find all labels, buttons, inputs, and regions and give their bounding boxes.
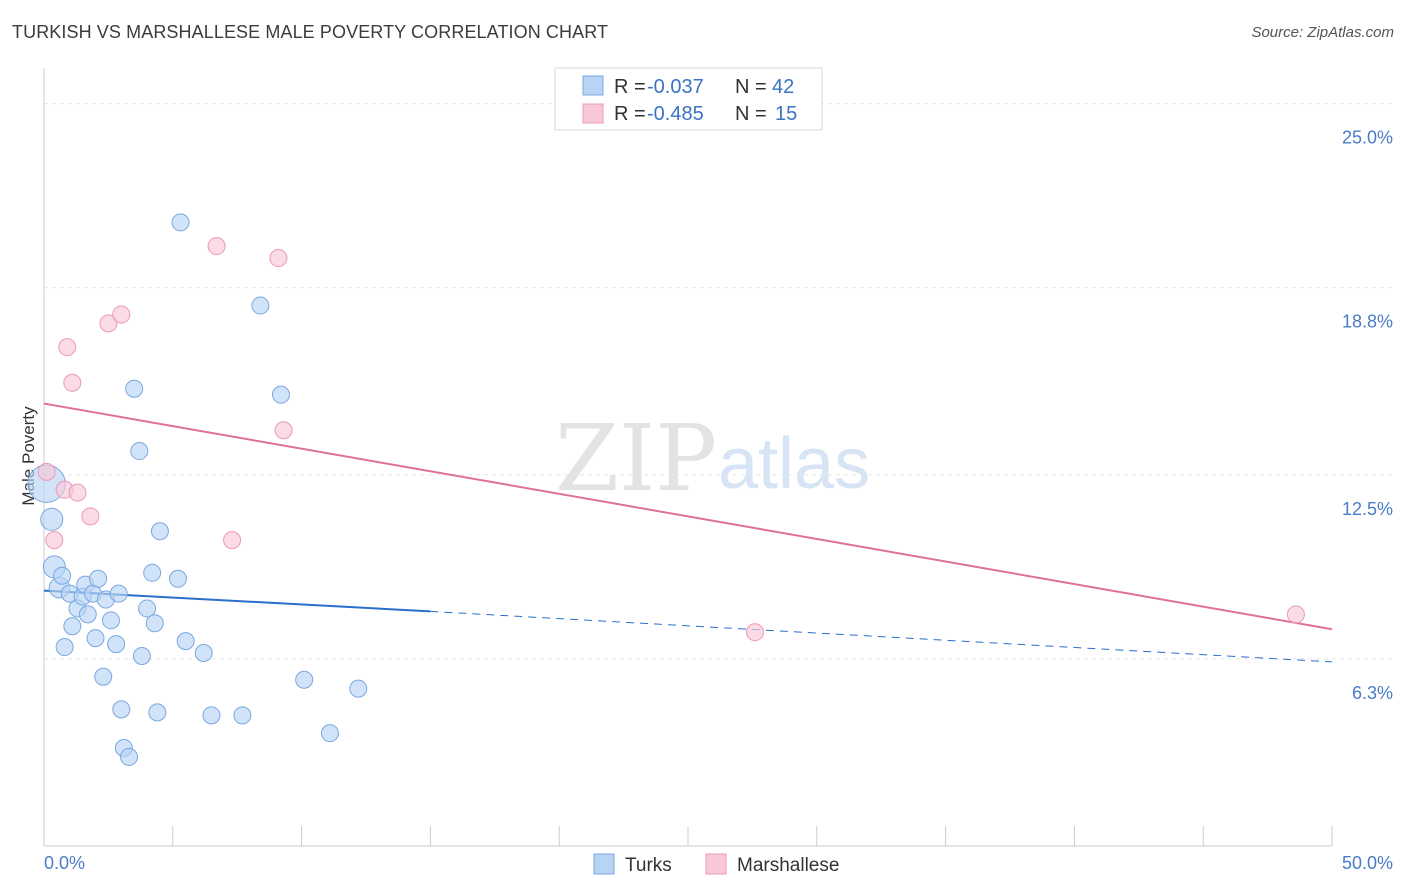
point-turks-19 [109, 584, 128, 603]
legend-marsh-r-label: R = [614, 103, 646, 125]
y-tick-labels: 6.3% 12.5% 18.8% 25.0% [1342, 128, 1393, 703]
chart-title: TURKISH VS MARSHALLESE MALE POVERTY CORR… [12, 22, 609, 42]
point-marshallese-4 [63, 373, 82, 392]
point-turks-7 [63, 617, 82, 636]
point-marshallese-3 [58, 338, 77, 357]
point-turks-34 [194, 643, 213, 662]
point-turks-32 [171, 213, 190, 232]
legend-turks-n-label: N = [735, 76, 767, 98]
point-turks-26 [138, 599, 157, 618]
point-marshallese-1 [45, 531, 64, 550]
point-turks-31 [168, 569, 187, 588]
trend-line-turks-extension [430, 610, 1333, 663]
point-turks-22 [120, 747, 139, 766]
point-turks-29 [148, 703, 167, 722]
legend-marsh-n-value: 15 [775, 103, 797, 125]
legend-marsh-r-value: -0.485 [647, 103, 704, 125]
watermark-atlas: atlas [718, 424, 870, 504]
point-turks-14 [89, 569, 108, 588]
legend-turks-r-value: -0.037 [647, 76, 704, 98]
y-tick-label-3: 25.0% [1342, 128, 1393, 148]
y-tick-label-0: 6.3% [1352, 683, 1393, 703]
point-turks-39 [295, 670, 314, 689]
point-turks-38 [271, 385, 290, 404]
point-marshallese-9 [207, 237, 226, 256]
legend-turks-r-label: R = [614, 76, 646, 98]
point-turks-40 [320, 724, 339, 743]
point-turks-11 [78, 605, 97, 624]
correlation-legend: R = -0.037 N = 42 R = -0.485 N = 15 [554, 67, 823, 131]
point-marshallese-0 [37, 462, 56, 481]
y-tick-label-2: 18.8% [1342, 312, 1393, 332]
point-turks-30 [150, 522, 169, 541]
point-marshallese-6 [81, 507, 100, 526]
point-turks-27 [143, 563, 162, 582]
point-turks-36 [233, 706, 252, 725]
point-marshallese-8 [112, 305, 131, 324]
point-marshallese-11 [269, 249, 288, 268]
point-turks-25 [132, 646, 151, 665]
series-legend: Turks Marshallese [593, 853, 839, 876]
bottom-legend-swatch-turks [593, 853, 615, 875]
point-marshallese-13 [745, 623, 764, 642]
data-points [27, 213, 1305, 766]
point-turks-13 [86, 629, 105, 648]
legend-swatch-marshallese [582, 103, 604, 124]
point-marshallese-10 [223, 531, 242, 550]
legend-swatch-turks [582, 75, 604, 96]
point-turks-24 [130, 442, 149, 461]
point-turks-23 [125, 379, 144, 398]
watermark-zip: ZIP [555, 405, 717, 512]
point-turks-41 [349, 679, 368, 698]
point-turks-4 [53, 566, 72, 585]
point-marshallese-14 [1286, 605, 1305, 624]
legend-turks-n-value: 42 [772, 76, 794, 98]
source-credit: Source: ZipAtlas.com [1251, 24, 1394, 41]
trend-line-marshallese [43, 402, 1333, 631]
point-turks-15 [94, 667, 113, 686]
point-turks-5 [55, 638, 74, 657]
point-turks-37 [251, 296, 270, 315]
point-marshallese-12 [274, 421, 293, 440]
point-turks-35 [202, 706, 221, 725]
x-axis-ticks [43, 826, 1333, 846]
y-tick-label-1: 12.5% [1342, 499, 1393, 519]
point-turks-17 [101, 611, 120, 630]
legend-marsh-n-label: N = [735, 103, 767, 125]
point-marshallese-5 [68, 483, 87, 502]
point-turks-18 [107, 635, 126, 654]
point-marshallese-7 [99, 314, 118, 333]
point-turks-33 [176, 632, 195, 651]
bottom-legend-turks: Turks [625, 855, 672, 876]
point-turks-20 [112, 700, 131, 719]
bottom-legend-marshallese: Marshallese [737, 855, 839, 876]
point-turks-28 [145, 614, 164, 633]
grid-lines [44, 103, 1393, 660]
x-tick-label-min: 0.0% [44, 853, 85, 873]
bottom-legend-swatch-marshallese [705, 853, 727, 875]
point-turks-1 [40, 507, 64, 531]
x-tick-label-max: 50.0% [1342, 853, 1393, 873]
